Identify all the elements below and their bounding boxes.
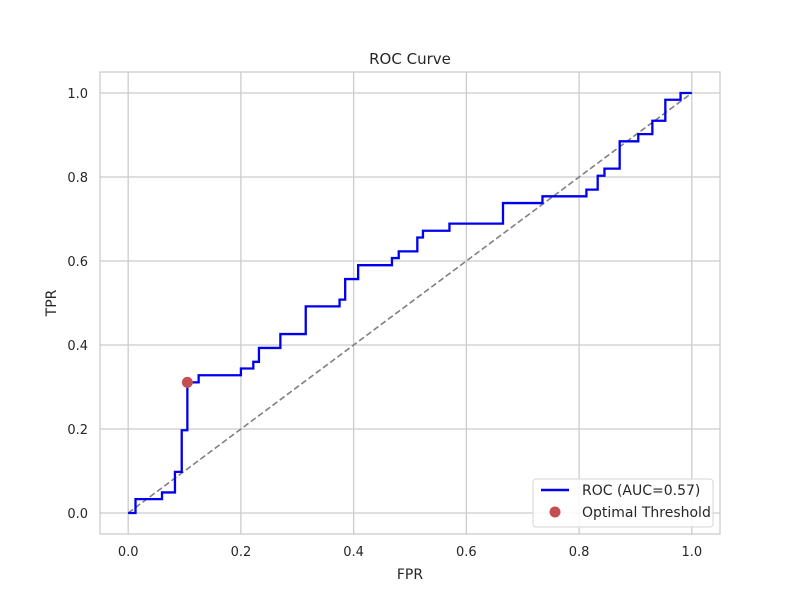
x-tick-label: 0.8 (569, 545, 590, 560)
roc-curve-line (128, 91, 692, 515)
y-tick-label: 0.0 (67, 507, 88, 522)
x-axis-label: FPR (397, 567, 423, 583)
legend-roc-label: ROC (AUC=0.57) (582, 483, 700, 499)
y-tick-label: 0.6 (67, 255, 88, 270)
optimal-threshold-point (181, 376, 193, 388)
chance-diagonal-line (127, 92, 693, 514)
legend-optimal-label: Optimal Threshold (582, 505, 711, 521)
legend-box (532, 478, 714, 528)
grid-lines (100, 72, 720, 534)
points-layer (181, 376, 193, 388)
y-axis-label: TPR (44, 289, 60, 317)
y-tick-label: 0.4 (67, 339, 88, 354)
x-axis-ticks: 0.0 0.2 0.4 0.6 0.8 1.0 (118, 545, 702, 560)
x-tick-label: 0.2 (231, 545, 252, 560)
legend: ROC (AUC=0.57) Optimal Threshold (532, 478, 714, 528)
legend-optimal-swatch (549, 506, 561, 518)
y-tick-label: 1.0 (67, 87, 88, 102)
y-tick-label: 0.2 (67, 423, 88, 438)
x-tick-label: 0.0 (118, 545, 139, 560)
x-tick-label: 0.6 (456, 545, 477, 560)
chart-title: ROC Curve (369, 50, 451, 68)
x-tick-label: 0.4 (343, 545, 364, 560)
y-axis-ticks: 0.0 0.2 0.4 0.6 0.8 1.0 (67, 87, 88, 522)
x-tick-label: 1.0 (681, 545, 702, 560)
y-tick-label: 0.8 (67, 171, 88, 186)
series-layer (127, 91, 693, 515)
plot-frame (99, 71, 721, 535)
